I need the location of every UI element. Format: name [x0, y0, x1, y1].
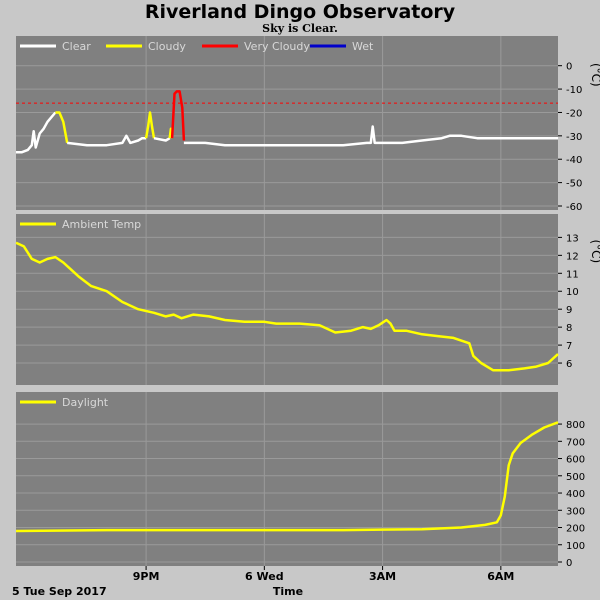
y-tick-label: 9	[566, 305, 572, 316]
legend-label: Very Cloudy	[244, 40, 310, 53]
x-tick-label: 9PM	[133, 570, 160, 583]
y-tick-label: 7	[566, 341, 572, 352]
y-tick-label: 500	[566, 472, 585, 483]
y-tick-label: 300	[566, 506, 585, 517]
y-tick-label: 13	[566, 233, 579, 244]
x-axis-label: Time	[273, 585, 303, 598]
y-tick-label: 800	[566, 420, 585, 431]
x-tick-label: 6AM	[487, 570, 514, 583]
y-tick-label: 0	[566, 62, 572, 73]
y-tick-label: 400	[566, 489, 585, 500]
y-tick-label: 12	[566, 251, 579, 262]
y-tick-label: -60	[566, 202, 582, 213]
series-daylight	[15, 421, 559, 533]
series-ambient-temp	[15, 241, 559, 372]
y-tick-label: -10	[566, 85, 582, 96]
y-tick-label: -20	[566, 108, 582, 119]
y-tick-label: 11	[566, 269, 579, 280]
series-very-cloudy	[170, 90, 186, 141]
panel-daylight: 800 700 600 500 400 300 200 100 0 Daylight	[0, 392, 600, 569]
y-tick-label: -30	[566, 132, 582, 143]
y-tick-label: 6	[566, 359, 572, 370]
series-cloudy	[55, 111, 69, 144]
legend-label: Daylight	[62, 396, 109, 409]
panel-temperature: 13 12 11 10 9 8 7 6 (°C) Ambient Temp	[0, 214, 600, 385]
y-tick-label: 600	[566, 455, 585, 466]
legend-label: Ambient Temp	[62, 218, 141, 231]
y-axis-unit: (°C)	[589, 63, 600, 87]
y-tick-label: 200	[566, 524, 585, 535]
series-clear	[153, 136, 171, 142]
panel-cloud: 0 -10 -20 -30 -40 -50 -60 (°C) Clear Cloudy Very C…	[0, 36, 600, 213]
page-title: Riverland Dingo Observatory	[144, 1, 456, 23]
series-cloudy	[144, 111, 156, 139]
y-tick-label: 10	[566, 287, 579, 298]
plot-area	[16, 214, 558, 385]
series-clear	[183, 125, 558, 147]
y-tick-label: 100	[566, 541, 585, 552]
legend-label: Wet	[352, 40, 374, 53]
y-axis-unit: (°C)	[589, 240, 600, 264]
sky-status-subtitle: Sky is Clear.	[262, 22, 338, 35]
legend-label: Cloudy	[148, 40, 186, 53]
y-tick-label: 8	[566, 323, 572, 334]
y-tick-label: -40	[566, 155, 582, 166]
x-tick-label: 3AM	[369, 570, 396, 583]
y-tick-label: 0	[566, 558, 572, 569]
legend-label: Clear	[62, 40, 91, 53]
plot-area	[16, 392, 558, 566]
y-tick-label: 700	[566, 437, 585, 448]
series-clear	[67, 134, 147, 147]
y-tick-label: -50	[566, 179, 582, 190]
series-clear	[16, 111, 57, 154]
footer-date: 5 Tue Sep 2017	[12, 585, 107, 598]
plot-area	[16, 36, 558, 210]
x-tick-label: 6 Wed	[245, 570, 284, 583]
